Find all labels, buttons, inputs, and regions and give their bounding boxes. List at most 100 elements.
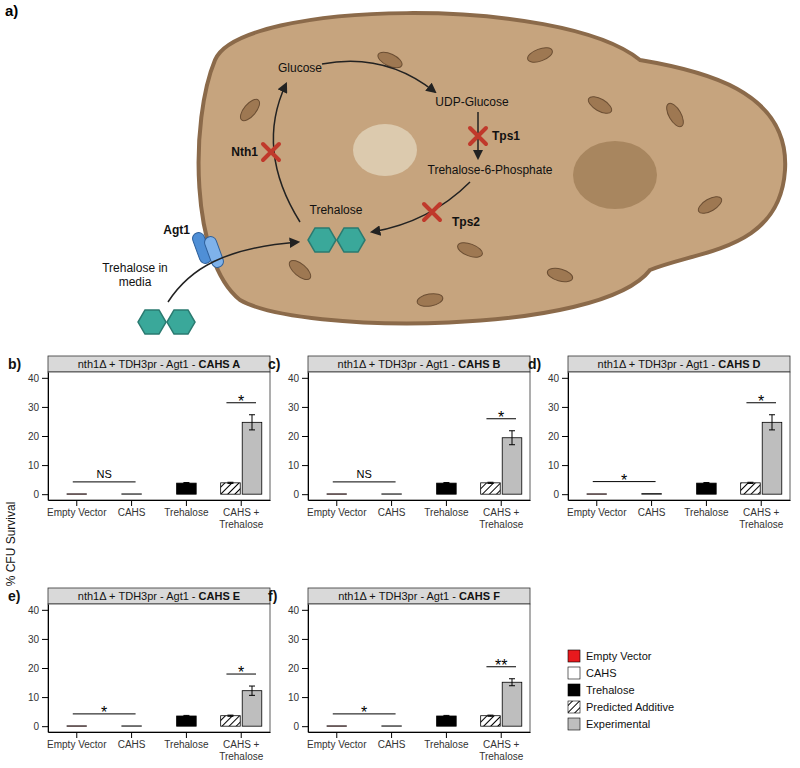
legend-swatch	[568, 701, 580, 713]
vacuole	[353, 124, 417, 176]
axis-line	[569, 500, 791, 501]
y-tick: 30	[288, 634, 308, 645]
y-tick-mark	[42, 436, 48, 437]
y-tick-label: 0	[33, 721, 39, 732]
axis-line	[308, 373, 309, 501]
y-tick: 40	[28, 373, 48, 384]
error-bar	[183, 483, 189, 484]
x-tick-mark	[186, 732, 187, 738]
axis-line	[308, 605, 309, 733]
y-tick-label: 10	[28, 460, 40, 471]
x-tick-label: CAHS +Trehalose	[479, 739, 524, 762]
y-tick: 40	[548, 373, 568, 384]
significance-label: NS	[97, 468, 112, 480]
plot-frame	[48, 372, 270, 500]
plot-frame	[568, 372, 790, 500]
y-tick-label: 0	[553, 489, 559, 500]
significance-label: *	[498, 409, 504, 426]
y-tick-label: 30	[28, 402, 40, 413]
y-tick-label: 10	[288, 460, 300, 471]
y-tick-mark	[42, 378, 48, 379]
mitochondrion	[416, 292, 444, 308]
enzyme-label: Agt1	[163, 223, 190, 237]
y-tick-mark	[302, 697, 308, 698]
bar	[177, 716, 197, 726]
x-axis: Empty VectorCAHSTrehaloseCAHS +Trehalose	[47, 732, 270, 762]
transporter	[203, 235, 225, 269]
arrow	[168, 242, 298, 302]
error-bar	[509, 431, 515, 445]
y-tick-label: 0	[33, 489, 39, 500]
error-bar	[487, 482, 493, 483]
y-axis-title: % CFU Survival	[4, 502, 18, 587]
y-tick-mark	[42, 494, 48, 495]
bar	[122, 725, 142, 726]
bar	[221, 483, 241, 494]
x-tick-mark	[706, 500, 707, 506]
x-tick-mark	[651, 500, 652, 506]
y-tick-label: 30	[288, 402, 300, 413]
x-tick: CAHS	[638, 500, 666, 518]
error-bar	[227, 715, 233, 716]
y-tick-mark	[302, 494, 308, 495]
bar	[481, 483, 501, 494]
enzyme-label: Tps1	[492, 129, 520, 143]
x-tick-mark	[336, 500, 337, 506]
significance-label: *	[238, 664, 244, 681]
mitochondrion	[286, 257, 314, 283]
y-tick: 0	[293, 489, 308, 500]
y-tick: 0	[553, 489, 568, 500]
x-tick-label: CAHS +Trehalose	[219, 507, 264, 529]
error-bar	[747, 482, 753, 483]
y-tick-mark	[42, 610, 48, 611]
y-tick: 30	[288, 402, 308, 413]
y-tick: 20	[288, 663, 308, 674]
chart-title: nth1Δ + TDH3pr - Agt1 - CAHS F	[338, 590, 500, 602]
strip	[48, 588, 270, 604]
y-tick-label: 10	[288, 692, 300, 703]
x-tick: Empty Vector	[307, 732, 367, 750]
axis-line	[48, 373, 49, 501]
x-tick-label: Trehalose	[424, 739, 469, 750]
y-tick: 40	[288, 605, 308, 616]
legend-swatch	[568, 684, 580, 696]
x-tick: CAHS	[118, 732, 146, 750]
legend-label: Predicted Additive	[586, 701, 674, 713]
x-tick-mark	[391, 732, 392, 738]
y-tick: 10	[28, 460, 48, 471]
bar	[327, 493, 347, 494]
bar	[697, 483, 717, 494]
trehalose-molecule	[138, 310, 166, 334]
x-tick-mark	[76, 500, 77, 506]
bar	[122, 493, 142, 494]
y-tick-mark	[562, 494, 568, 495]
plot-frame	[48, 604, 270, 732]
y-tick: 10	[288, 692, 308, 703]
x-tick: CAHS +Trehalose	[219, 732, 264, 762]
mitochondrion	[663, 101, 686, 130]
bar	[242, 691, 262, 726]
mitochondrion	[237, 96, 263, 124]
y-tick: 30	[28, 634, 48, 645]
x-tick-label: Empty Vector	[47, 507, 107, 518]
y-axis: 010203040	[548, 373, 569, 501]
nucleus	[573, 141, 657, 209]
x-tick: Trehalose	[164, 500, 209, 518]
arrow	[273, 84, 300, 222]
strip	[48, 356, 270, 372]
x-tick: CAHS	[378, 732, 406, 750]
mitochondrion	[696, 193, 725, 216]
x-tick-mark	[596, 500, 597, 506]
error-bar	[509, 679, 515, 686]
error-bar	[487, 715, 493, 716]
bar	[437, 716, 457, 726]
error-bar	[769, 415, 775, 430]
x-tick: Trehalose	[424, 732, 469, 750]
enzyme-label: Tps2	[452, 215, 480, 229]
mitochondrion	[456, 240, 485, 260]
y-tick: 20	[288, 431, 308, 442]
y-tick-mark	[562, 465, 568, 466]
axis-line	[309, 732, 531, 733]
x-tick-label: Empty Vector	[47, 739, 107, 750]
y-tick-label: 40	[28, 373, 40, 384]
